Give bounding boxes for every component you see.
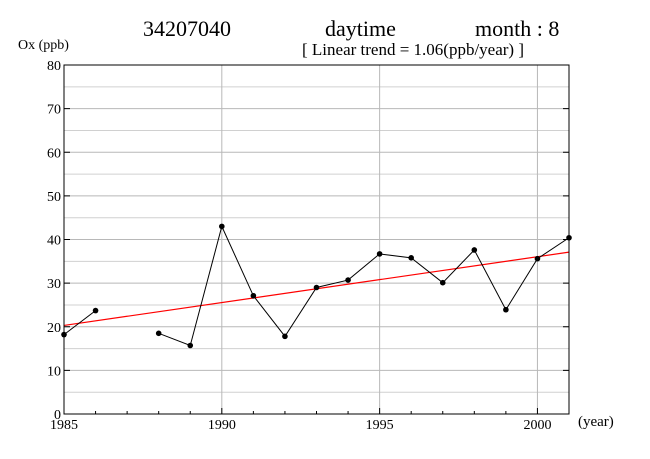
- grid-lines: [64, 65, 569, 414]
- series-line: [158, 224, 570, 347]
- y-tick-label: 30: [47, 277, 61, 292]
- y-tick-label: 0: [54, 408, 61, 423]
- data-point: [534, 255, 541, 262]
- data-point: [439, 279, 446, 286]
- y-axis-label: Ox (ppb): [18, 38, 69, 53]
- data-series: [61, 223, 572, 349]
- station-id: 34207040: [143, 16, 231, 41]
- data-point: [219, 223, 225, 230]
- trend-annotation: [ Linear trend = 1.06(ppb/year) ]: [302, 40, 524, 59]
- y-tick-label: 20: [47, 321, 61, 336]
- y-tick-label: 50: [47, 190, 61, 205]
- y-tick-label: 70: [47, 103, 61, 118]
- data-point: [155, 330, 162, 337]
- x-tick-label: 1990: [208, 418, 236, 433]
- data-point: [408, 255, 414, 261]
- data-point: [282, 333, 288, 340]
- period-label: daytime: [325, 16, 396, 41]
- series-line: [63, 310, 96, 336]
- month-label: month : 8: [475, 16, 560, 41]
- x-axis-label: (year): [578, 414, 614, 430]
- y-tick-label: 10: [47, 364, 61, 379]
- data-point: [345, 277, 351, 283]
- data-point: [92, 307, 99, 314]
- data-point: [376, 251, 383, 257]
- data-point: [250, 292, 257, 299]
- y-tick-label: 40: [47, 234, 61, 249]
- y-tick-label: 80: [47, 59, 61, 74]
- data-point: [187, 342, 194, 349]
- y-tick-label: 60: [47, 146, 61, 161]
- data-point: [471, 247, 478, 253]
- plot-frame: [63, 64, 570, 415]
- tick-labels: 0 10 20 30 40 50 60 70 80 1985 1990 1995 2000: [47, 59, 569, 433]
- data-point: [503, 306, 509, 313]
- data-point: [313, 284, 320, 291]
- x-tick-label: 1985: [50, 418, 78, 433]
- x-tick-label: 2000: [523, 418, 551, 433]
- x-tick-label: 1995: [366, 418, 394, 433]
